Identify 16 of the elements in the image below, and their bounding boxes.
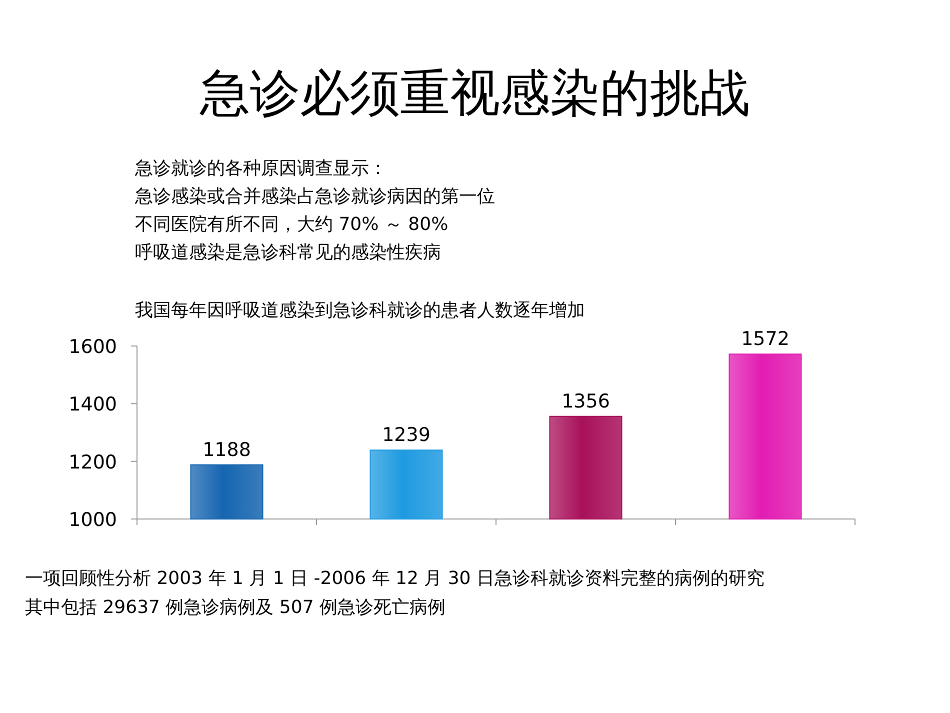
data-label: 1188 (202, 438, 251, 461)
y-tick: 1000 (68, 509, 117, 531)
y-tick: 1400 (68, 394, 117, 416)
annotation: 一项回顾性分析 2003 年 1 月 1 日 -2006 年 12 月 30 日急诊科就诊资料完整的病例的研究 (25, 568, 764, 589)
title: 急诊必须重视感染的挑战 (200, 64, 750, 122)
annotation: 其中包括 29637 例急诊病例及 507 例急诊死亡病例 (25, 597, 446, 618)
data-label: 1572 (741, 328, 790, 350)
annotation: 急诊感染或合并感染占急诊就诊病因的第一位 (135, 186, 495, 207)
annotation: 不同医院有所不同，大约 70% ～ 80% (135, 214, 448, 235)
data-label: 1356 (562, 390, 610, 412)
annotation: 呼吸道感染是急诊科常见的感染性疾病 (135, 242, 441, 263)
data-label: 1239 (382, 424, 430, 446)
y-tick: 1200 (68, 451, 117, 474)
subtitle: 我国每年因呼吸道感染到急诊科就诊的患者人数逐年增加 (135, 300, 585, 321)
y-tick: 1600 (68, 336, 117, 358)
annotation: 急诊就诊的各种原因调查显示： (135, 158, 387, 179)
